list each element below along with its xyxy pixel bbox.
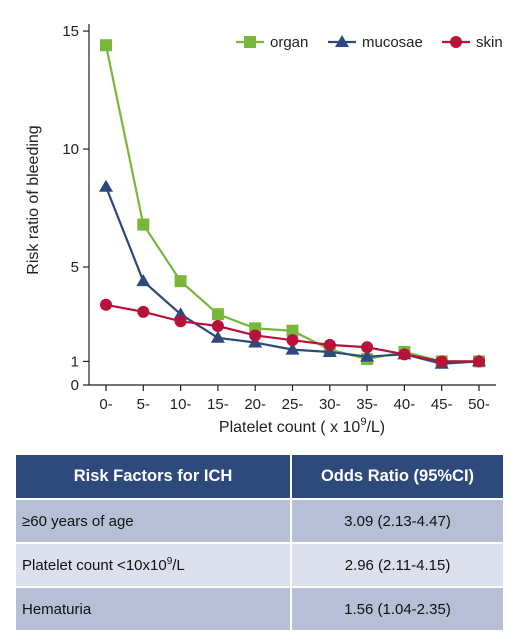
data-point-skin xyxy=(361,341,374,354)
y-tick-label: 15 xyxy=(62,23,79,40)
y-tick-label: 5 xyxy=(71,259,79,276)
data-point-skin xyxy=(137,305,150,318)
data-point-organ xyxy=(211,308,224,321)
data-point-skin xyxy=(323,338,336,351)
x-tick-label: 25- xyxy=(282,396,304,413)
header-odds-ratio: Odds Ratio (95%CI) xyxy=(291,455,503,499)
x-axis-title-sup: 9 xyxy=(360,416,366,428)
odds-ratio-cell: 2.96 (2.11-4.15) xyxy=(291,542,503,587)
legend-marker-mucosae xyxy=(335,35,349,47)
risk-factor-cell: ≥60 years of age xyxy=(16,498,292,543)
table-row: Platelet count <10x109/L 2.96 (2.11-4.15… xyxy=(16,542,503,587)
header-risk-factors: Risk Factors for ICH xyxy=(16,455,292,499)
data-point-skin xyxy=(174,315,187,328)
data-point-organ xyxy=(286,324,299,337)
x-tick-label: 50- xyxy=(468,396,490,413)
legend-label-mucosae: mucosae xyxy=(362,34,423,51)
chart-legend: organ mucosae skin xyxy=(236,34,503,51)
odds-ratio-cell: 3.09 (2.13-4.47) xyxy=(291,498,503,543)
x-tick-label: 40- xyxy=(394,396,416,413)
data-point-mucosae xyxy=(210,330,225,343)
x-tick-label: 10- xyxy=(170,396,192,413)
risk-factor-cell: Platelet count <10x109/L xyxy=(16,542,292,587)
data-point-mucosae xyxy=(285,342,300,355)
table-row: ≥60 years of age 3.09 (2.13-4.47) xyxy=(16,498,503,543)
x-axis-title-prefix: Platelet count ( x 10 xyxy=(219,419,361,436)
legend-item-organ: organ xyxy=(236,34,308,51)
legend-marker-skin xyxy=(450,36,462,48)
x-tick-label: 20- xyxy=(244,396,266,413)
y-axis-title: Risk ratio of bleeding xyxy=(25,125,42,274)
data-point-mucosae xyxy=(248,335,263,348)
series-organ xyxy=(100,39,485,368)
x-tick-label: 0- xyxy=(99,396,112,413)
data-point-mucosae xyxy=(136,274,151,287)
series-line-organ xyxy=(104,45,479,363)
legend-item-mucosae: mucosae xyxy=(328,34,423,51)
risk-factor-sup: 9 xyxy=(166,556,173,567)
x-ticks: 0- 5- 10- 15- 20- 25- 30- 35- 40- 45- 50- xyxy=(99,385,490,413)
series-skin xyxy=(100,298,485,368)
x-axis-title: Platelet count ( x 109/L) xyxy=(219,416,385,436)
x-tick-label: 5- xyxy=(137,396,150,413)
chart-series xyxy=(99,39,486,369)
data-point-skin xyxy=(435,355,448,368)
legend-label-organ: organ xyxy=(270,34,308,51)
y-tick-label: 10 xyxy=(62,141,79,158)
data-point-organ xyxy=(174,275,187,288)
odds-ratio-cell: 1.56 (1.04-2.35) xyxy=(291,586,503,630)
data-point-organ xyxy=(137,218,150,231)
x-tick-label: 45- xyxy=(431,396,453,413)
data-point-skin xyxy=(100,298,112,311)
y-tick-label: 0 xyxy=(71,377,79,394)
risk-factor-suffix: /L xyxy=(172,557,185,574)
data-point-skin xyxy=(211,320,224,333)
data-point-organ xyxy=(100,39,112,52)
risk-factor-cell: Hematuria xyxy=(16,586,292,630)
data-point-skin xyxy=(473,355,485,368)
data-point-mucosae xyxy=(322,344,337,357)
risk-factor-prefix: Platelet count <10x10 xyxy=(22,557,167,574)
data-point-skin xyxy=(286,334,299,347)
data-point-mucosae xyxy=(360,349,375,362)
data-point-skin xyxy=(398,348,411,361)
legend-item-skin: skin xyxy=(442,34,503,51)
x-axis-title-suffix: /L) xyxy=(366,419,385,436)
table-row: Hematuria 1.56 (1.04-2.35) xyxy=(16,586,503,630)
x-tick-label: 35- xyxy=(356,396,378,413)
risk-factors-table: Risk Factors for ICH Odds Ratio (95%CI) … xyxy=(16,455,503,630)
data-point-mucosae xyxy=(99,179,113,192)
data-point-mucosae xyxy=(173,307,188,320)
x-tick-label: 30- xyxy=(319,396,341,413)
y-tick-label: 1 xyxy=(71,353,79,370)
data-point-skin xyxy=(249,329,262,342)
legend-marker-organ xyxy=(244,36,256,48)
table-header-row: Risk Factors for ICH Odds Ratio (95%CI) xyxy=(16,455,503,499)
x-tick-label: 15- xyxy=(207,396,229,413)
legend-label-skin: skin xyxy=(476,34,503,51)
